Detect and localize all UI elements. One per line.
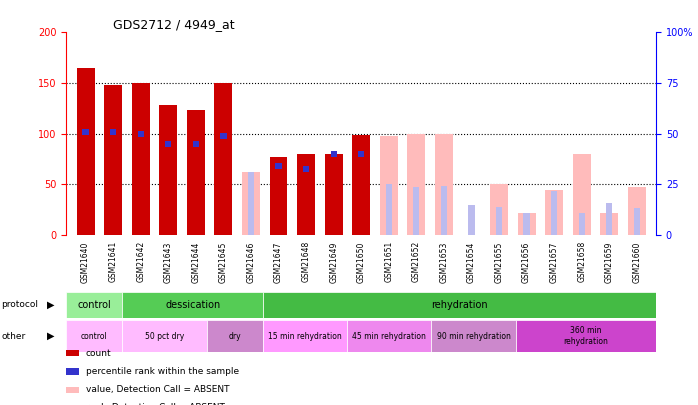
Bar (380, 136, 398, 235)
Text: 50 pct dry: 50 pct dry (145, 332, 184, 341)
Bar (138, 130, 144, 137)
Bar (66, 292, 122, 318)
Bar (634, 207, 640, 235)
Bar (159, 105, 177, 235)
Text: GDS2712 / 4949_at: GDS2712 / 4949_at (114, 18, 235, 31)
Text: percentile rank within the sample: percentile rank within the sample (86, 367, 239, 376)
Text: 360 min
rehydration: 360 min rehydration (563, 326, 609, 346)
Text: other: other (1, 332, 26, 341)
Text: 90 min rehydration: 90 min rehydration (437, 332, 510, 341)
Text: control: control (81, 332, 107, 341)
Bar (468, 205, 475, 235)
Bar (132, 83, 149, 235)
Bar (263, 292, 656, 318)
Bar (573, 154, 591, 235)
Bar (122, 292, 263, 318)
Text: protocol: protocol (1, 300, 38, 309)
Bar (516, 320, 656, 352)
Bar (496, 207, 502, 235)
Bar (518, 213, 535, 235)
Text: dry: dry (228, 332, 241, 341)
Bar (545, 190, 563, 235)
Text: ▶: ▶ (47, 300, 54, 310)
Bar (269, 157, 288, 235)
Bar (600, 213, 618, 235)
Bar (207, 320, 263, 352)
Text: count: count (86, 349, 112, 358)
Bar (435, 134, 453, 235)
Bar (385, 184, 392, 235)
Bar (193, 141, 199, 147)
Text: rehydration: rehydration (431, 300, 488, 310)
Text: 15 min rehydration: 15 min rehydration (268, 332, 342, 341)
Bar (408, 134, 425, 235)
Bar (187, 111, 205, 235)
Bar (110, 129, 117, 134)
Text: 45 min rehydration: 45 min rehydration (352, 332, 426, 341)
Bar (122, 320, 207, 352)
Bar (551, 192, 557, 235)
Bar (352, 134, 370, 235)
Text: control: control (77, 300, 111, 310)
Bar (331, 151, 337, 157)
Bar (440, 186, 447, 235)
Bar (524, 213, 530, 235)
Bar (325, 154, 343, 235)
Bar (276, 163, 282, 169)
Bar (242, 172, 260, 235)
Text: value, Detection Call = ABSENT: value, Detection Call = ABSENT (86, 385, 230, 394)
Bar (347, 320, 431, 352)
Bar (297, 154, 315, 235)
Bar (606, 202, 612, 235)
Text: rank, Detection Call = ABSENT: rank, Detection Call = ABSENT (86, 403, 225, 405)
Bar (248, 172, 254, 235)
Bar (431, 320, 516, 352)
Bar (221, 133, 227, 139)
Bar (263, 320, 347, 352)
Bar (358, 151, 364, 157)
Bar (214, 83, 232, 235)
Bar (66, 320, 122, 352)
Bar (490, 184, 508, 235)
Text: ▶: ▶ (47, 331, 54, 341)
Bar (628, 187, 646, 235)
Text: dessication: dessication (165, 300, 221, 310)
Bar (579, 213, 585, 235)
Bar (165, 141, 172, 147)
Bar (77, 68, 94, 235)
Bar (413, 187, 419, 235)
Bar (303, 166, 309, 172)
Bar (82, 129, 89, 134)
Bar (104, 85, 122, 235)
